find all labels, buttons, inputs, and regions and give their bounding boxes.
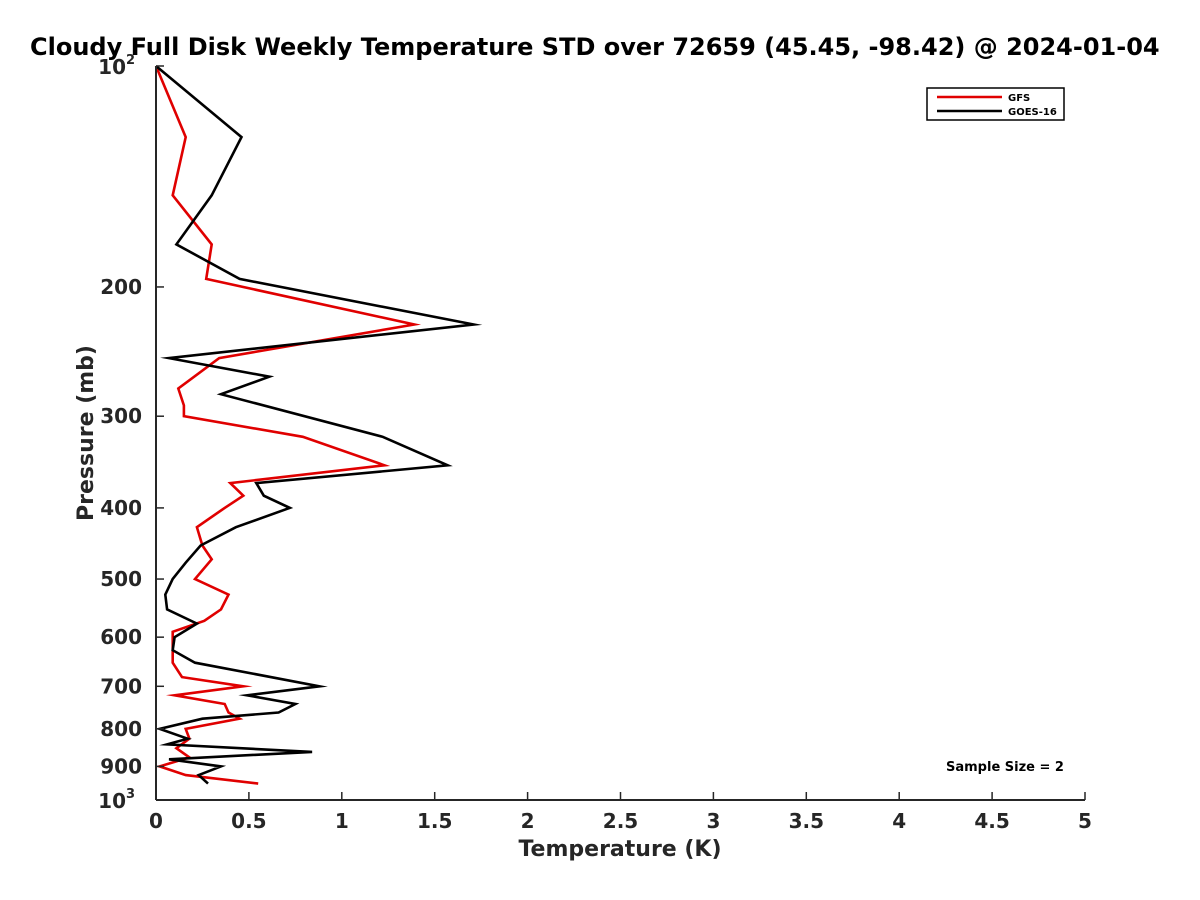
series-line-gfs (154, 65, 422, 785)
y-tick-label: 400 (100, 496, 142, 520)
series-line-goes-16 (155, 65, 483, 785)
legend-entry-label: GFS (1008, 93, 1030, 104)
x-tick-label: 0 (149, 809, 163, 833)
sample-size-annotation: Sample Size = 2 (946, 760, 1064, 775)
y-tick-label: 10 3 (98, 787, 135, 813)
chart-title: Cloudy Full Disk Weekly Temperature STD … (30, 33, 1160, 61)
x-axis-ticks: 0 0.5 1 1.5 2 2.5 3 3.5 4 4.5 5 (149, 792, 1092, 833)
x-tick-label: 3 (706, 809, 720, 833)
series-layer (154, 65, 483, 785)
y-tick-label: 800 (100, 717, 142, 741)
y-tick-label-exponent: 3 (126, 787, 135, 802)
legend-entry-label: GOES-16 (1008, 107, 1057, 118)
x-tick-label: 1.5 (417, 809, 452, 833)
x-axis-label: Temperature (K) (518, 837, 721, 862)
y-axis-label: Pressure (mb) (74, 345, 99, 521)
x-tick-label: 0.5 (231, 809, 266, 833)
y-tick-label: 700 (100, 674, 142, 698)
y-tick-label: 200 (100, 275, 142, 299)
y-tick-label: 300 (100, 404, 142, 428)
y-tick-label-base: 10 (98, 55, 126, 79)
y-tick-label: 500 (100, 567, 142, 591)
legend: GFS GOES-16 (926, 87, 1065, 121)
x-tick-label: 2.5 (603, 809, 638, 833)
x-tick-label: 3.5 (789, 809, 824, 833)
y-tick-label: 600 (100, 625, 142, 649)
x-tick-label: 1 (335, 809, 349, 833)
x-tick-label: 2 (521, 809, 535, 833)
y-tick-label: 900 (100, 754, 142, 778)
x-tick-label: 4.5 (974, 809, 1009, 833)
x-tick-label: 4 (892, 809, 906, 833)
plot-area: 0 0.5 1 1.5 2 2.5 3 3.5 4 4.5 5 10 2200300400500600… (98, 53, 1092, 833)
y-tick-label: 10 2 (98, 53, 135, 79)
y-tick-label-exponent: 2 (126, 53, 135, 68)
legend-box (926, 87, 1065, 121)
x-tick-label: 5 (1078, 809, 1092, 833)
y-tick-label-base: 10 (98, 789, 126, 813)
